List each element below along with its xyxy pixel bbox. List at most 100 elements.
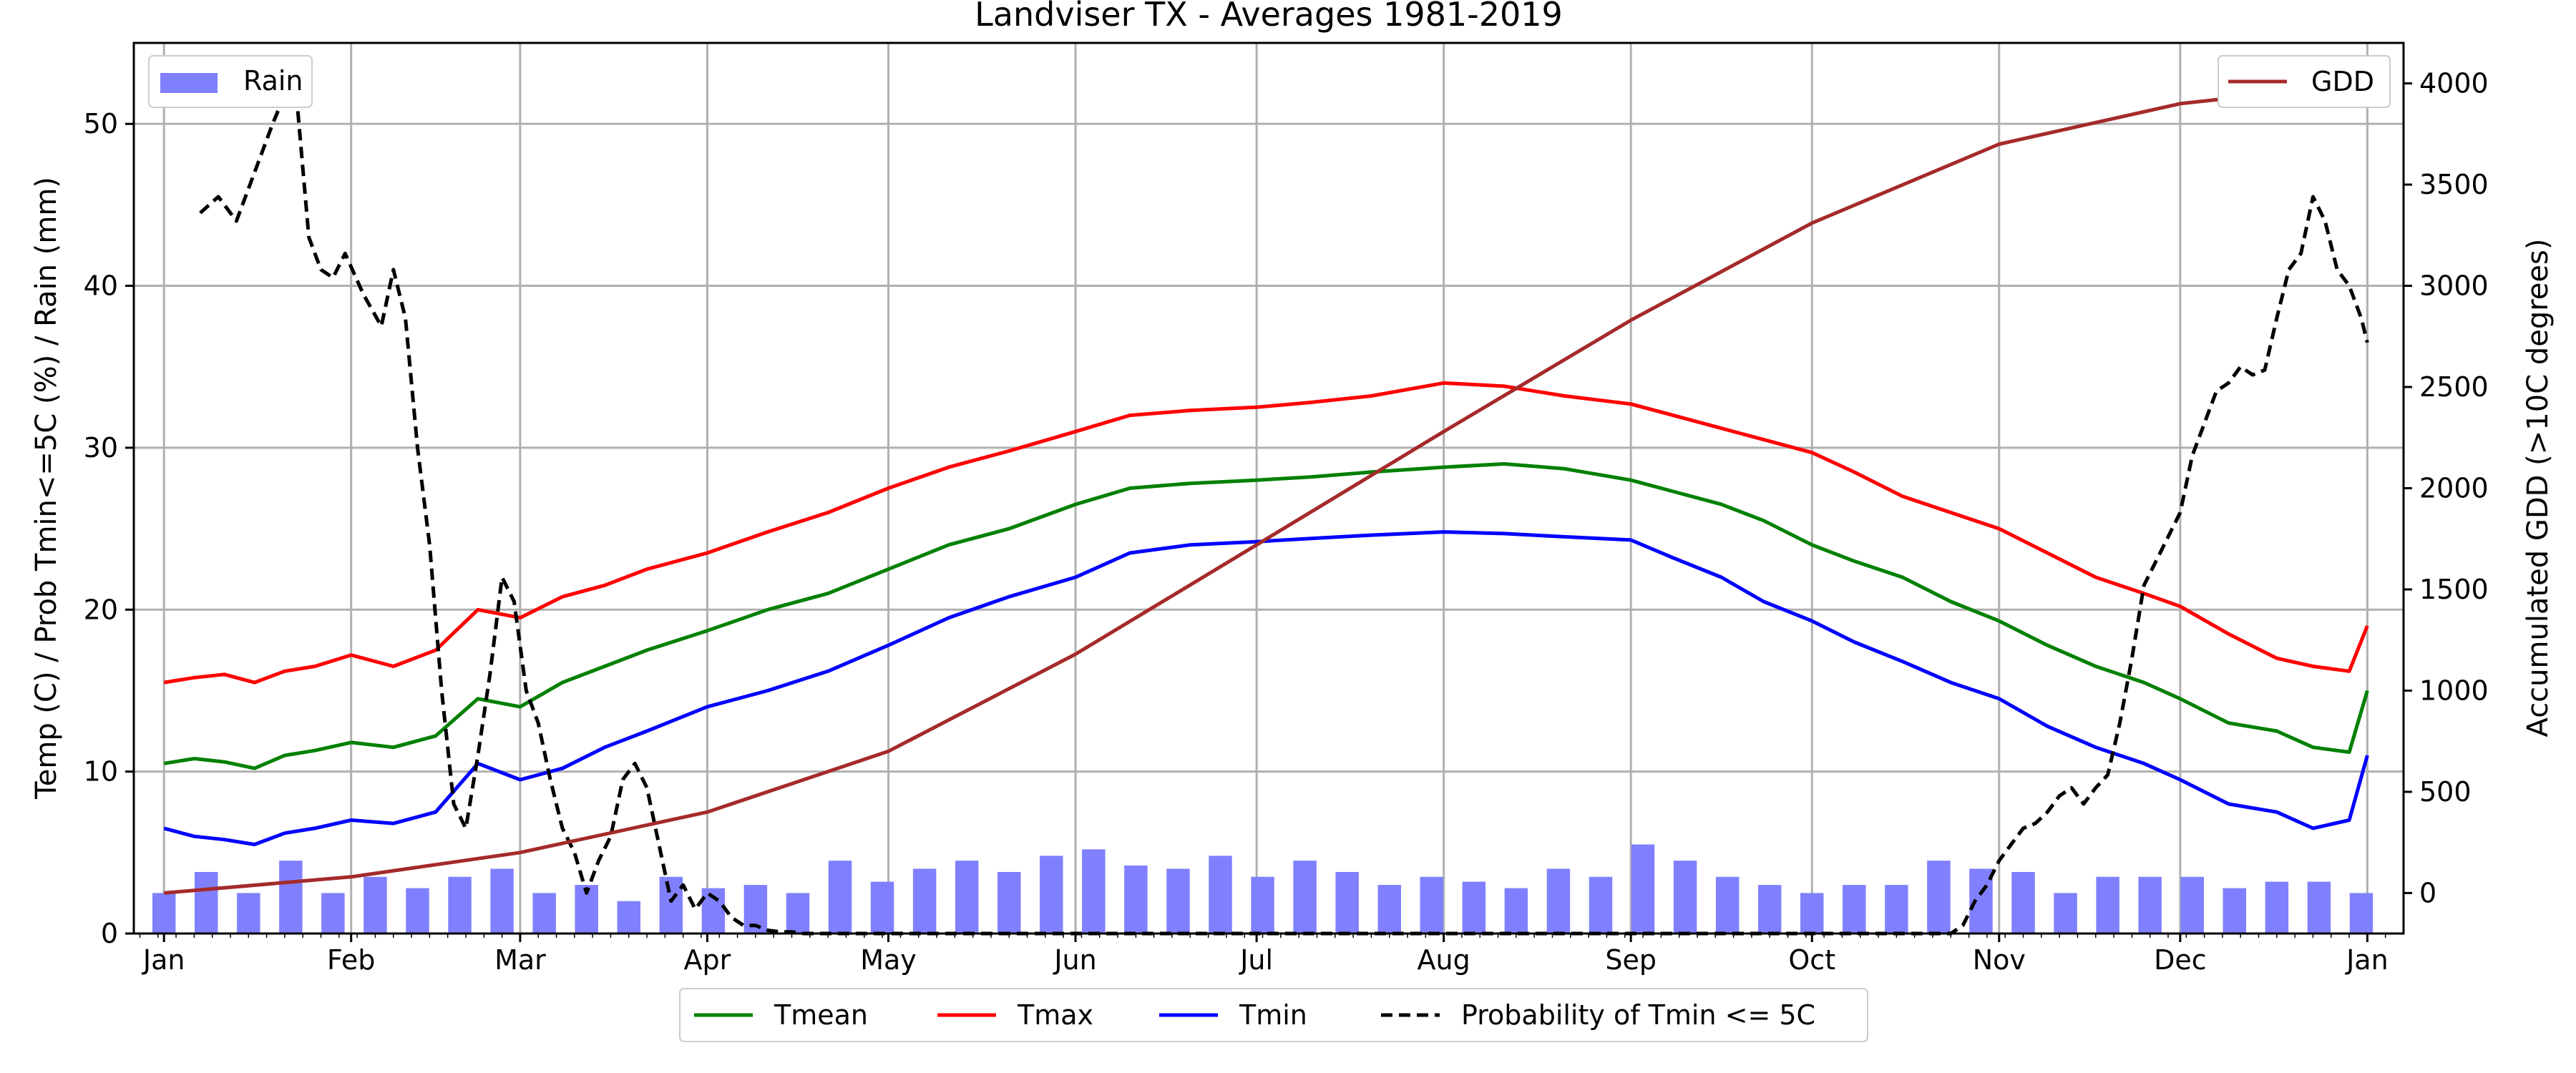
rain-bar: [617, 901, 641, 934]
plot-frame: [132, 41, 2405, 935]
rain-bar: [237, 893, 260, 934]
rain-bar: [2223, 888, 2247, 934]
rain-bar: [1166, 868, 1190, 934]
x-tick-label-9: Oct: [1788, 944, 1835, 976]
series-lines: [163, 82, 2369, 936]
y-right-tick-label: 3500: [2419, 169, 2489, 200]
rain-bar: [2307, 881, 2331, 934]
x-tick-label-1: Feb: [327, 944, 375, 976]
rain-bar: [194, 871, 218, 934]
rain-bar: [2054, 893, 2077, 934]
rain-bar: [1377, 885, 1401, 934]
y-axis-left-label: Temp (C) / Prob Tmin<=5C (%) / Rain (mm): [30, 177, 63, 800]
rain-bar: [1462, 881, 1486, 934]
rain-bar: [1251, 876, 1274, 934]
legend-bottom-label-probability-of-tmin-5c: Probability of Tmin <= 5C: [1461, 999, 1815, 1031]
rain-bar: [2180, 876, 2204, 934]
legend-bottom: Tmean Tmax Tmin Probability of Tmin <= 5C: [679, 988, 1868, 1042]
y-left-tick-label: 50: [84, 108, 118, 139]
legend-rain-box: [148, 55, 313, 108]
rain-bar: [406, 888, 429, 934]
rain-bar: [2096, 876, 2119, 934]
x-tick-label-0: Jan: [142, 944, 185, 976]
chart-title: Landviser TX - Averages 1981-2019: [975, 0, 1563, 34]
rain-bar: [532, 893, 556, 934]
rain-bar: [1420, 876, 1444, 934]
rain-bar: [870, 881, 894, 934]
series-line-gdd: [163, 82, 2368, 895]
legend-gdd-label: GDD: [2311, 66, 2374, 97]
rain-bar: [1589, 876, 1613, 934]
legend-rain-label: Rain: [243, 65, 303, 97]
y-left-tick-label: 20: [84, 594, 118, 625]
rain-bar: [828, 861, 852, 934]
rain-bar: [2265, 881, 2289, 934]
x-tick-label-7: Aug: [1418, 944, 1470, 976]
x-tick-label-11: Dec: [2154, 944, 2207, 976]
y-left-tick-label: 30: [84, 432, 118, 464]
legend-bottom-box: [679, 988, 1868, 1042]
rain-bar: [912, 868, 937, 934]
x-tick-label-3: Apr: [684, 944, 731, 976]
legend-gdd: GDD: [2218, 55, 2391, 108]
y-right-tick-label: 2000: [2419, 473, 2489, 504]
rain-bar: [1757, 885, 1782, 934]
rain-bar: [1800, 893, 1824, 934]
series-line-tmin: [163, 530, 2369, 846]
rain-bar: [1335, 871, 1359, 934]
rain-bar: [152, 893, 176, 934]
legend-bottom-label-tmin: Tmin: [1239, 999, 1307, 1031]
legend-rain: Rain: [148, 55, 313, 108]
grid-lines: [134, 43, 2404, 935]
y-right-tick-label: 1500: [2419, 574, 2489, 605]
series-line-probability-of-tmin-5c: [199, 92, 2369, 936]
x-tick-label-2: Mar: [494, 944, 546, 976]
rain-bar: [1631, 844, 1655, 934]
x-tick-label-6: Jul: [1239, 944, 1273, 976]
rain-bar: [2349, 893, 2373, 934]
rain-bar: [1040, 856, 1063, 934]
y-right-tick-label: 500: [2419, 776, 2472, 808]
rain-bar: [1885, 885, 1908, 934]
x-tick-label-10: Nov: [1973, 944, 2026, 976]
rain-bar: [1843, 885, 1866, 934]
series-line-tmean: [163, 462, 2369, 770]
y-left-tick-label: 40: [84, 270, 118, 302]
rain-bar: [1673, 861, 1697, 934]
x-tick-label-8: Sep: [1605, 944, 1657, 976]
rain-bar: [1504, 888, 1528, 934]
rain-bar: [1927, 861, 1951, 934]
rain-bar: [786, 893, 810, 934]
x-tick-label-12: Jan: [2345, 944, 2389, 976]
y-right-tick-label: 1000: [2419, 675, 2489, 706]
rain-bar: [955, 861, 979, 934]
axis-ticks: Jan Feb Mar Apr May Jun Jul Aug Sep Oct Nov Dec Jan 0…: [84, 68, 2489, 976]
y-right-tick-label: 3000: [2419, 270, 2489, 302]
rain-bar: [364, 876, 387, 934]
legend-gdd-box: [2218, 55, 2391, 108]
series-line-tmax: [163, 381, 2369, 685]
rain-bar: [321, 893, 345, 934]
y-right-tick-label: 4000: [2419, 68, 2489, 99]
x-tick-label-4: May: [860, 944, 917, 976]
legend-bottom-label-tmean: Tmean: [774, 999, 868, 1031]
rain-bar: [997, 871, 1021, 934]
legend-bottom-label-tmax: Tmax: [1017, 999, 1093, 1031]
rain-bar: [2011, 871, 2035, 934]
rain-bar: [1124, 865, 1148, 934]
rain-bar: [1209, 856, 1232, 934]
rain-bar: [1715, 876, 1740, 934]
legend-rain-swatch: [160, 73, 218, 93]
y-right-tick-label: 0: [2419, 877, 2436, 908]
rain-bar: [659, 876, 683, 934]
x-tick-label-5: Jun: [1053, 944, 1096, 976]
rain-bar: [279, 861, 303, 934]
rain-bar: [448, 876, 472, 934]
y-axis-right-label: Accumulated GDD (>10C degrees): [2522, 239, 2555, 738]
rain-bar: [1546, 868, 1571, 934]
y-right-tick-label: 2500: [2419, 371, 2489, 403]
rain-bar: [1293, 861, 1317, 934]
y-left-tick-label: 10: [84, 756, 118, 788]
y-left-tick-label: 0: [101, 918, 118, 949]
